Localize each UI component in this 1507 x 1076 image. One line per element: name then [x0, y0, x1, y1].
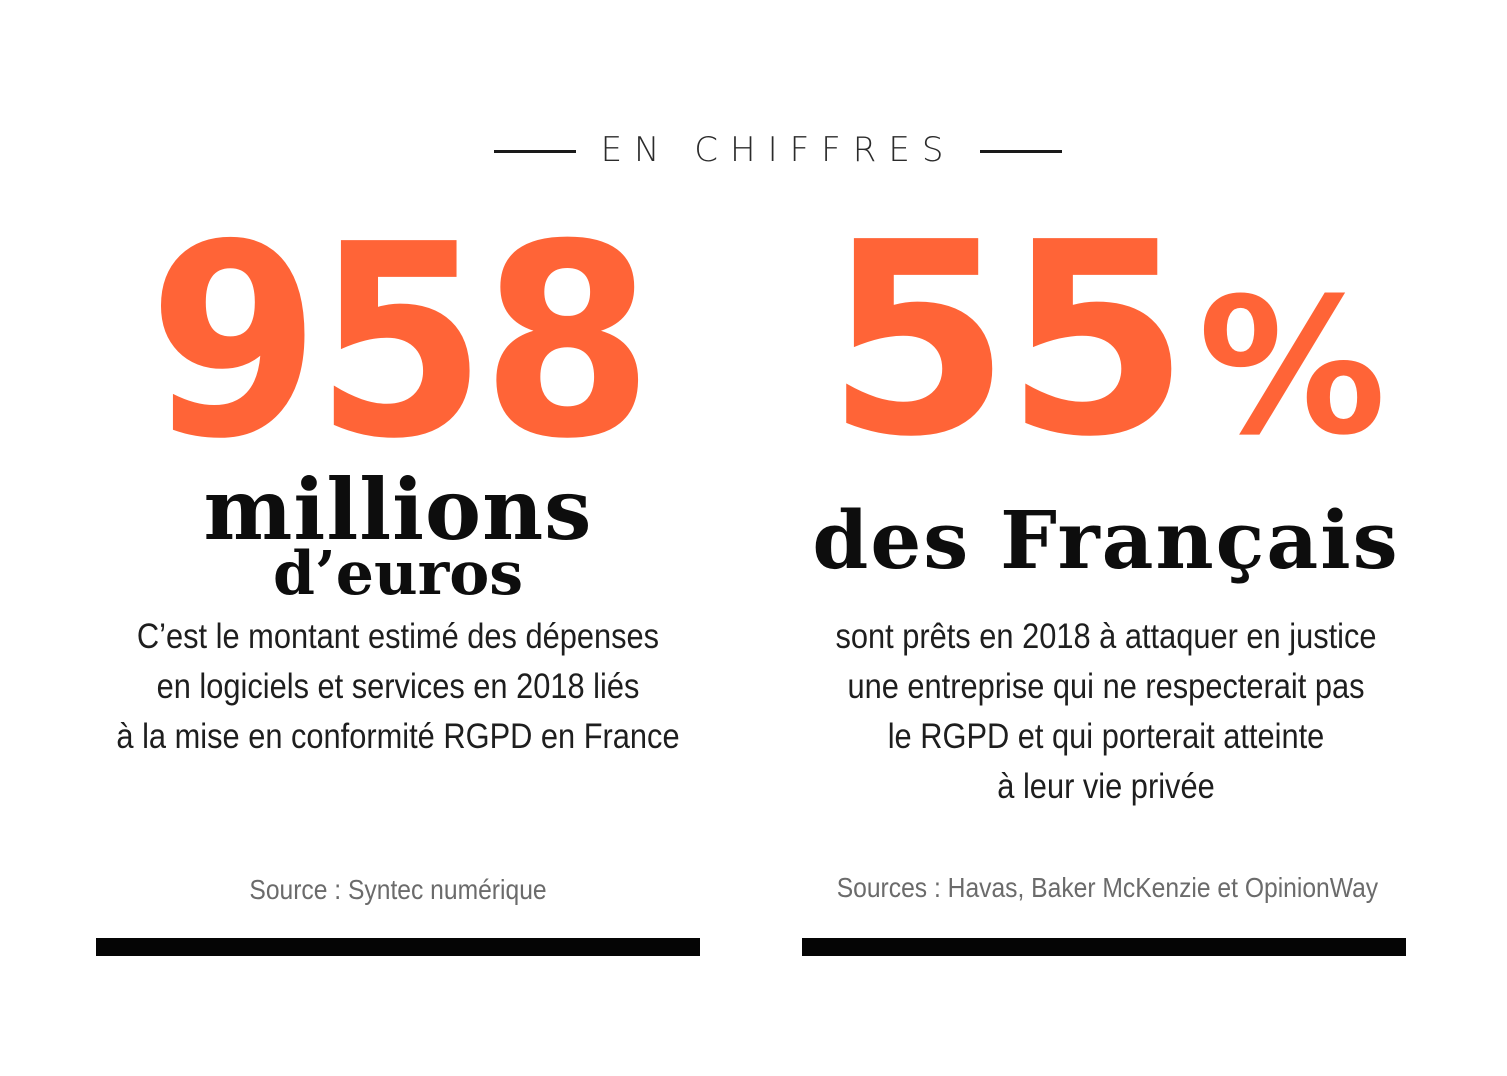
description-line: à la mise en conformité RGPD en France — [116, 717, 680, 756]
stat-unit: millions — [203, 460, 593, 559]
header-rule-left — [494, 150, 576, 153]
description-line: le RGPD et qui porterait atteinte — [887, 717, 1325, 756]
stat-unit-sub: d’euros — [272, 539, 524, 609]
stat-number: 958 — [148, 187, 653, 497]
description-line: C’est le montant estimé des dépenses — [136, 617, 660, 656]
stat-description: sont prêts en 2018 à attaquer en justice… — [819, 612, 1393, 812]
description-line: une entreprise qui ne respecterait pas — [847, 667, 1365, 706]
description-line: à leur vie privée — [997, 767, 1215, 806]
divider-bar — [96, 938, 700, 956]
stat-block-french-people: 55% des Français sont prêts en 2018 à at… — [800, 0, 1412, 1076]
stat-source: Source : Syntec numérique — [249, 874, 547, 905]
header-rule-right — [980, 150, 1062, 153]
stat-number-wrapper: 55% — [800, 207, 1412, 498]
divider-bar — [802, 938, 1406, 956]
stat-number: 55 — [825, 185, 1190, 495]
stat-source: Sources : Havas, Baker McKenzie et Opini… — [836, 872, 1379, 903]
stat-block-spending: 958 millions d’euros C’est le montant es… — [90, 0, 706, 1076]
stat-unit: des Français — [812, 493, 1400, 587]
stat-description: C’est le montant estimé des dépenses en … — [109, 612, 686, 762]
description-line: en logiciels et services en 2018 liés — [156, 667, 640, 706]
section-header: EN CHIFFRES — [0, 122, 1507, 178]
section-title: EN CHIFFRES — [600, 130, 956, 170]
percent-sign: % — [1197, 258, 1387, 477]
description-line: sont prêts en 2018 à attaquer en justice — [835, 617, 1377, 656]
